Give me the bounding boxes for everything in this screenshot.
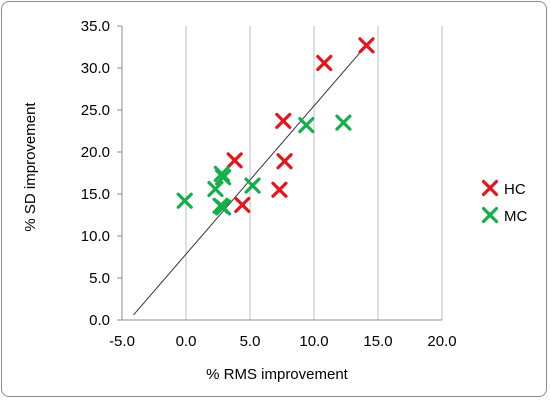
marker-stroke: [298, 117, 315, 134]
data-point-hc: [275, 112, 292, 130]
y-tick-label: 0.0: [89, 312, 110, 329]
data-point-mc: [176, 192, 193, 209]
x-tick-label: 20.0: [427, 333, 456, 350]
data-point-mc: [207, 180, 224, 198]
marker-stroke: [275, 112, 292, 130]
x-tick-label: 5.0: [240, 333, 261, 350]
marker-stroke: [481, 179, 499, 197]
data-point-hc: [276, 153, 293, 170]
data-point-mc: [335, 114, 352, 131]
data-point-hc: [358, 37, 375, 54]
marker-stroke: [481, 206, 499, 224]
y-tick-label: 5.0: [89, 270, 110, 287]
marker-stroke: [276, 153, 293, 170]
gridlines: [121, 26, 443, 320]
axes: [117, 25, 442, 321]
x-tick-label: 0.0: [176, 333, 197, 350]
y-tick-label: 10.0: [81, 228, 110, 245]
legend-marker-hc: [481, 179, 499, 197]
data-point-hc: [271, 181, 288, 198]
y-tick-label: 20.0: [81, 144, 110, 161]
marker-stroke: [226, 152, 243, 169]
tick-labels: -5.0 0.0 5.0 10.0 15.0 20.0 0.0 5.0 10.0 15.0 20.0…: [81, 18, 457, 350]
legend-item-mc: MC: [481, 206, 527, 225]
legend-item-hc: HC: [481, 179, 526, 198]
marker-stroke: [215, 169, 232, 186]
x-tick-label: -5.0: [109, 333, 135, 350]
y-tick-label: 15.0: [81, 186, 110, 203]
y-tick-label: 25.0: [81, 102, 110, 119]
y-tick-label: 35.0: [81, 18, 110, 35]
y-axis-title: % SD improvement: [22, 102, 39, 232]
legend-marker-mc: [481, 206, 499, 224]
marker-stroke: [234, 196, 251, 214]
marker-stroke: [244, 177, 261, 194]
data-point-mc: [244, 177, 261, 194]
data-point-hc: [226, 152, 243, 169]
y-tick-label: 30.0: [81, 60, 110, 77]
marker-stroke: [335, 114, 352, 131]
legend: HC MC: [481, 179, 527, 225]
marker-stroke: [271, 181, 288, 198]
data-point-hc: [316, 54, 333, 72]
data-point-mc: [298, 117, 315, 134]
marker-stroke: [215, 199, 232, 216]
marker-stroke: [358, 37, 375, 54]
marker-stroke: [207, 180, 224, 198]
x-tick-label: 10.0: [299, 333, 328, 350]
data-point-mc: [215, 169, 232, 186]
legend-label-hc: HC: [504, 181, 526, 198]
marker-stroke: [176, 192, 193, 209]
marker-stroke: [316, 54, 333, 72]
x-tick-label: 15.0: [363, 333, 392, 350]
x-axis-title: % RMS improvement: [206, 366, 349, 383]
legend-label-mc: MC: [504, 208, 527, 225]
data-points: [176, 37, 375, 216]
data-point-mc: [215, 199, 232, 216]
data-point-hc: [234, 196, 251, 214]
